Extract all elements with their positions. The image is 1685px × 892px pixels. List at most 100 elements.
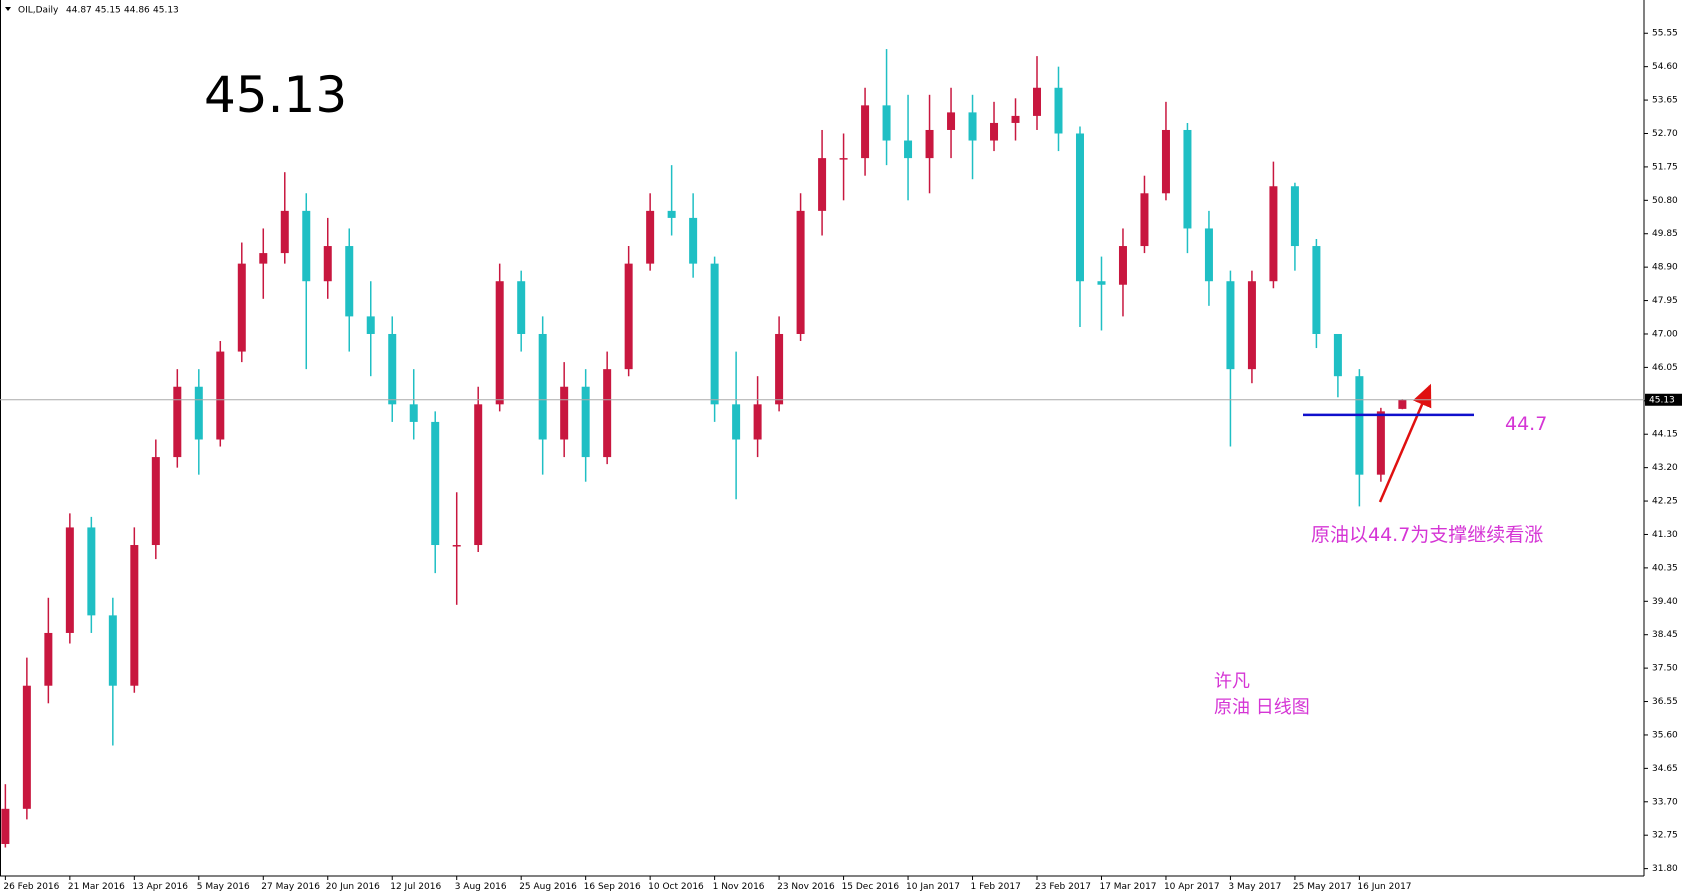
menu-triangle [5, 7, 11, 11]
x-tick-label: 26 Feb 2016 [3, 882, 59, 892]
x-tick-label: 1 Nov 2016 [713, 882, 765, 892]
y-tick-label: 34.65 [1652, 764, 1678, 774]
candle-body [904, 140, 913, 159]
candle-body [323, 246, 332, 282]
y-tick-label: 41.30 [1652, 530, 1678, 540]
x-tick-label: 15 Dec 2016 [842, 882, 900, 892]
y-tick-label: 46.05 [1652, 363, 1678, 373]
y-tick-label: 35.60 [1652, 730, 1678, 740]
x-tick-label: 3 May 2017 [1228, 882, 1281, 892]
candle-body [753, 404, 762, 440]
candle-body [130, 545, 139, 686]
y-tick-label: 50.80 [1652, 196, 1678, 206]
y-tick-label: 47.00 [1652, 329, 1678, 339]
candle-body [474, 404, 483, 546]
candle-body [1355, 376, 1364, 475]
candle-body [1118, 246, 1127, 285]
candle-body [302, 210, 311, 282]
candle-body [581, 386, 590, 458]
candle-body [689, 217, 698, 264]
candle-body [409, 404, 418, 422]
candle-body [259, 253, 268, 264]
candle-body [538, 333, 547, 440]
candle-body [1033, 87, 1042, 116]
y-tick-label: 31.80 [1652, 864, 1678, 874]
candle-body [861, 105, 870, 159]
candle-body [1097, 281, 1106, 285]
x-tick-label: 10 Apr 2017 [1164, 882, 1220, 892]
candle-body [1161, 129, 1170, 194]
y-tick-label: 47.95 [1652, 296, 1678, 306]
x-tick-label: 25 May 2017 [1293, 882, 1352, 892]
candle-body [216, 351, 225, 440]
x-tick-label: 16 Sep 2016 [584, 882, 641, 892]
x-tick-label: 23 Nov 2016 [777, 882, 835, 892]
candle-body [280, 210, 289, 254]
candle-body [44, 632, 53, 686]
candle-body [839, 158, 848, 160]
x-tick-label: 21 Mar 2016 [68, 882, 125, 892]
header-low: 44.86 [124, 6, 150, 16]
candle-body [1204, 228, 1213, 282]
candle-body [775, 333, 784, 405]
candle-body [646, 210, 655, 264]
candle-body [1140, 193, 1149, 247]
candle-body [560, 386, 569, 440]
x-tick-label: 17 Mar 2017 [1099, 882, 1156, 892]
annotation: 原油以44.7为支撑继续看涨 [1311, 524, 1543, 546]
candle-body [431, 421, 440, 546]
candle-body [624, 263, 633, 370]
candle-body [1226, 281, 1235, 370]
candle-body [194, 386, 203, 440]
candle-body [452, 545, 461, 547]
price-label: 45.13 [1649, 395, 1675, 405]
x-tick-label: 5 May 2016 [197, 882, 250, 892]
candle-body [710, 263, 719, 405]
candle-body [1011, 115, 1020, 123]
candle-body [1269, 186, 1278, 282]
candle-body [237, 263, 246, 352]
y-tick-label: 32.75 [1652, 831, 1678, 841]
candle-body [1183, 129, 1192, 229]
candle-body [517, 281, 526, 334]
trend-arrow [1378, 383, 1432, 503]
y-tick-label: 39.40 [1652, 597, 1678, 607]
price-label-box [1645, 393, 1682, 406]
header-high: 45.15 [95, 6, 121, 16]
y-tick-label: 54.60 [1652, 62, 1678, 72]
candle-body [1333, 333, 1342, 377]
y-tick-label: 36.55 [1652, 697, 1678, 707]
candle-body [65, 527, 74, 633]
candle-body [925, 129, 934, 159]
candle-body [947, 112, 956, 130]
candle-body [818, 158, 827, 211]
candle-body [366, 316, 375, 334]
candle-body [87, 527, 96, 616]
y-tick-label: 33.70 [1652, 797, 1678, 807]
x-tick-label: 23 Feb 2017 [1035, 882, 1091, 892]
candle-body [1, 808, 10, 844]
x-tick-label: 1 Feb 2017 [971, 882, 1021, 892]
candle-body [495, 281, 504, 405]
candle-body [388, 333, 397, 405]
candle-body [968, 112, 977, 141]
y-tick-label: 43.20 [1652, 463, 1678, 473]
x-tick-label: 12 Jul 2016 [390, 882, 441, 892]
x-tick-label: 13 Apr 2016 [132, 882, 188, 892]
y-tick-label: 37.50 [1652, 664, 1678, 674]
x-tick-label: 10 Jan 2017 [906, 882, 960, 892]
candle-body [990, 122, 999, 141]
candle-body [1312, 246, 1321, 334]
candle-body [151, 457, 160, 546]
candle-body [345, 246, 354, 317]
candle-body [603, 369, 612, 458]
candle-body [1398, 399, 1407, 409]
y-tick-label: 53.65 [1652, 96, 1678, 106]
candle-body [1247, 281, 1256, 370]
y-tick-label: 40.35 [1652, 563, 1678, 573]
header-close: 45.13 [153, 6, 179, 16]
candle-body [1376, 411, 1385, 475]
support-label: 44.7 [1505, 413, 1547, 435]
x-tick-label: 3 Aug 2016 [455, 882, 507, 892]
